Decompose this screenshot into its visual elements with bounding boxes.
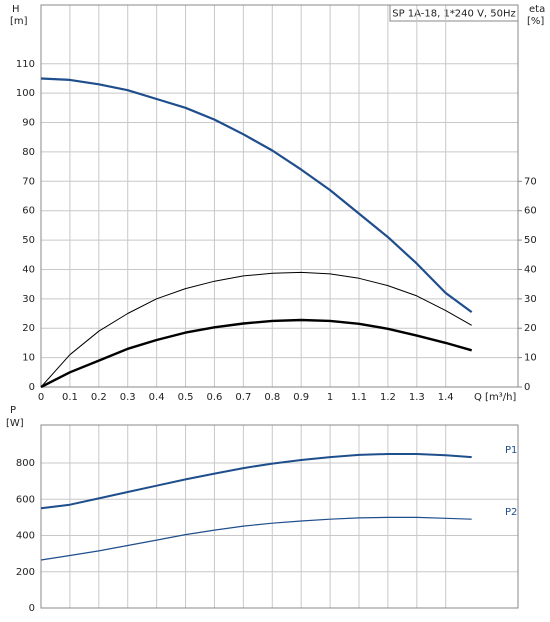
series-line (40, 271, 472, 388)
series-line (40, 318, 473, 389)
y-tick-label: 800 (16, 458, 35, 469)
y-tick-label: 40 (22, 264, 35, 275)
y-tick-label: 50 (22, 235, 35, 246)
y-tick-label: 0 (29, 382, 35, 393)
series-label: P2 (505, 507, 517, 518)
chart-title: SP 1A-18, 1*240 V, 50Hz (392, 9, 516, 20)
y-tick-label: 80 (22, 147, 35, 158)
y2-tick-label: 30 (524, 294, 537, 305)
y2-tick-label: 50 (524, 235, 537, 246)
x-tick-label: 1.1 (351, 392, 367, 403)
series-line (40, 77, 473, 313)
x-tick-label: 0.9 (293, 392, 309, 403)
y-tick-label: 0 (29, 603, 35, 614)
x-tick-label: 1.2 (380, 392, 396, 403)
y-tick-label: 90 (22, 118, 35, 129)
x-axis-label: Q [m³/h] (474, 392, 516, 403)
plot-frame (40, 4, 519, 388)
y-tick-label: 600 (16, 494, 35, 505)
x-tick-label: 1 (327, 392, 333, 403)
y-axis-unit: [W] (6, 418, 24, 429)
y-tick-label: 200 (16, 567, 35, 578)
y-tick-label: 400 (16, 531, 35, 542)
x-tick-label: 0.1 (62, 392, 78, 403)
x-tick-label: 0.2 (91, 392, 107, 403)
y-tick-label: 30 (22, 294, 35, 305)
y-tick-label: 70 (22, 176, 35, 187)
x-tick-label: 0.7 (235, 392, 251, 403)
y2-tick-label: 10 (524, 353, 537, 364)
x-tick-label: 1.3 (409, 392, 425, 403)
y-tick-label: 110 (16, 59, 35, 70)
y-axis-label: H (12, 4, 20, 15)
x-tick-label: 0 (38, 392, 44, 403)
y-axis-unit: [m] (10, 16, 28, 27)
x-tick-label: 0.5 (178, 392, 194, 403)
x-tick-label: 0.8 (264, 392, 280, 403)
y2-tick-label: 0 (524, 382, 530, 393)
y-tick-label: 20 (22, 323, 35, 334)
y2-axis-label: eta (529, 4, 545, 15)
x-tick-label: 0.4 (149, 392, 165, 403)
x-tick-label: 0.3 (120, 392, 136, 403)
series-line (40, 453, 472, 510)
y-axis-label: P (10, 405, 16, 416)
x-tick-label: 1.4 (438, 392, 454, 403)
y2-axis-unit: [%] (527, 16, 544, 27)
y-tick-label: 60 (22, 206, 35, 217)
plot-frame (40, 424, 519, 609)
y2-tick-label: 60 (524, 206, 537, 217)
y-tick-label: 100 (16, 88, 35, 99)
series-line (40, 516, 472, 561)
y2-tick-label: 40 (524, 264, 537, 275)
y2-tick-label: 70 (524, 176, 537, 187)
series-label: P1 (505, 445, 517, 456)
x-tick-label: 0.6 (207, 392, 223, 403)
y2-tick-label: 20 (524, 323, 537, 334)
y-tick-label: 10 (22, 353, 35, 364)
